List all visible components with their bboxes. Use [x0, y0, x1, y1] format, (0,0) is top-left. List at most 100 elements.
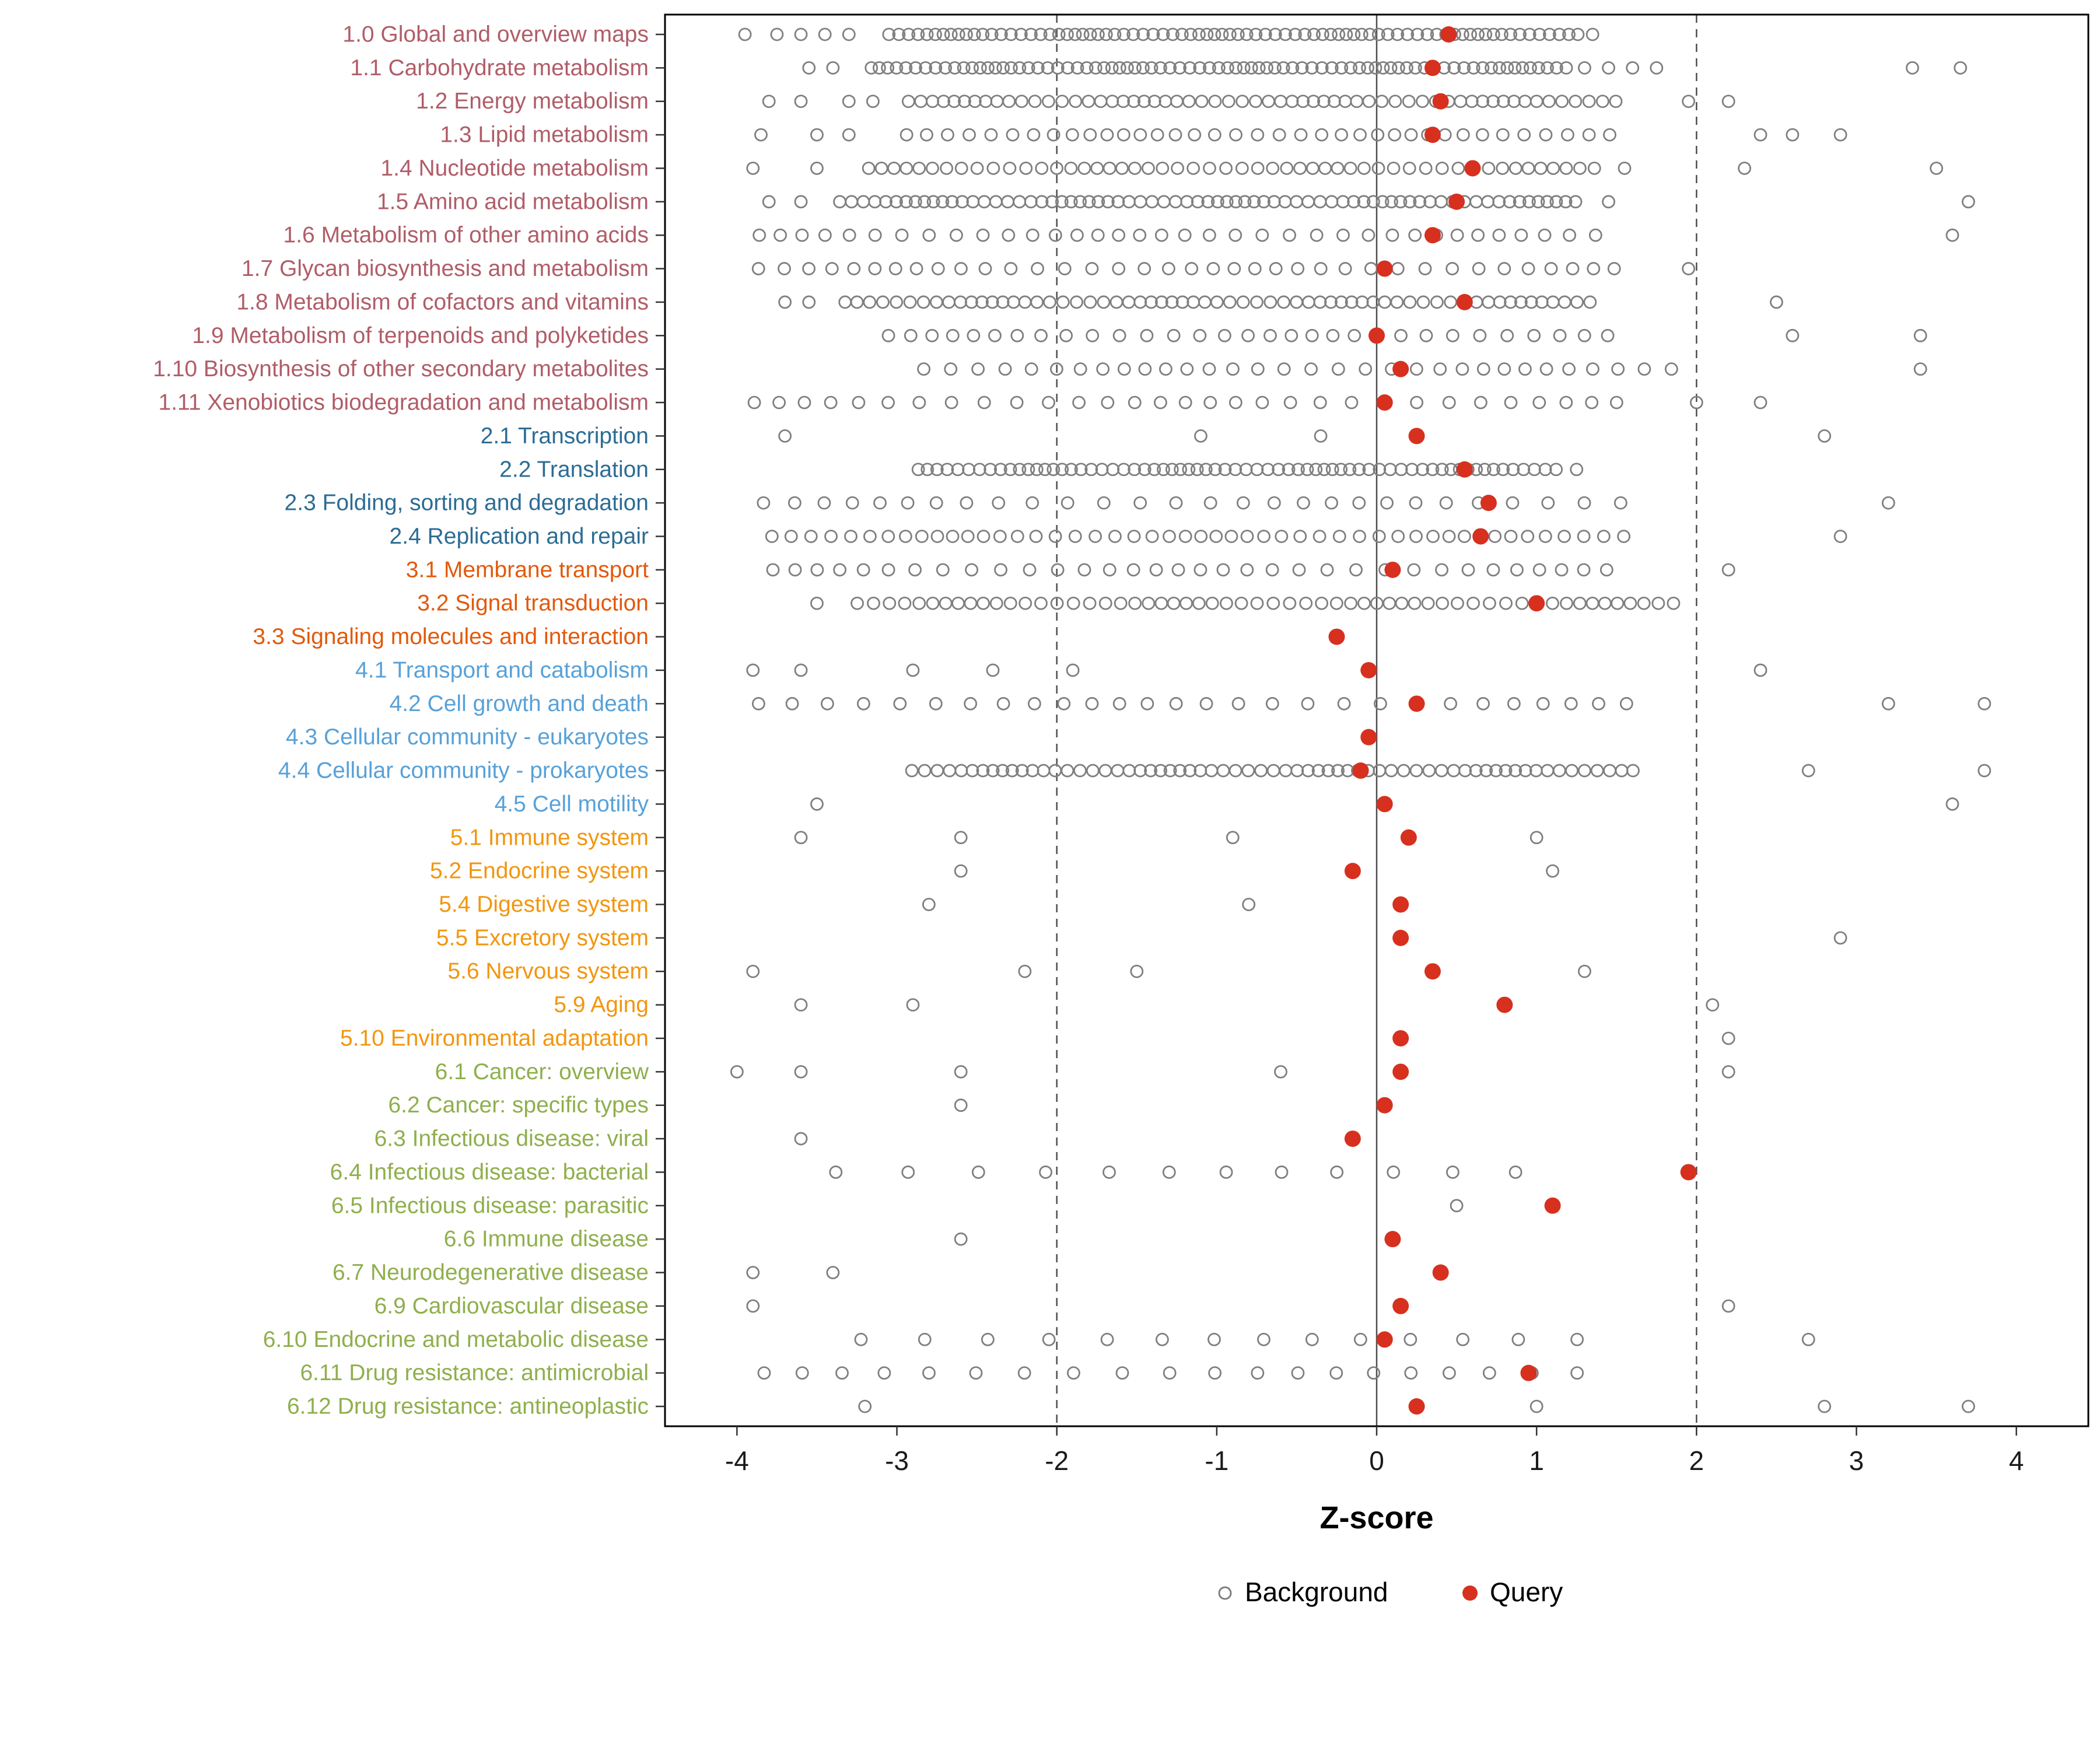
y-axis-label: 5.9 Aging: [554, 992, 649, 1017]
background-point: [1721, 1065, 1735, 1079]
background-point: [1562, 27, 1576, 41]
background-point: [954, 262, 968, 275]
query-point: [1408, 1398, 1425, 1415]
background-point: [1268, 27, 1282, 41]
background-point: [1376, 195, 1390, 209]
background-point: [1394, 463, 1408, 477]
query-point: [1384, 561, 1401, 578]
background-point: [1163, 764, 1177, 778]
background-point: [1380, 496, 1394, 510]
background-point: [1067, 1366, 1080, 1380]
query-points: [1328, 26, 1697, 1415]
background-point: [1288, 27, 1302, 41]
background-point: [1024, 362, 1038, 376]
background-point: [746, 1266, 760, 1279]
background-points: [730, 27, 1992, 1413]
background-point: [890, 295, 904, 309]
background-point: [1300, 463, 1314, 477]
background-point: [852, 396, 866, 410]
background-point: [1500, 328, 1514, 342]
background-point: [1241, 764, 1255, 778]
background-point: [1357, 195, 1371, 209]
background-point: [1115, 1366, 1129, 1380]
background-point: [1191, 195, 1205, 209]
background-point: [1220, 596, 1233, 610]
background-point: [1029, 530, 1043, 543]
background-point: [765, 530, 779, 543]
background-point: [1833, 931, 1847, 945]
background-point: [929, 27, 942, 41]
background-point: [1226, 831, 1240, 845]
background-point: [766, 563, 780, 577]
background-point: [993, 463, 1007, 477]
background-point: [1371, 162, 1385, 175]
background-point: [1283, 396, 1297, 410]
background-point: [957, 61, 971, 75]
background-point: [794, 663, 808, 677]
background-point: [1335, 128, 1348, 142]
background-point: [1532, 396, 1546, 410]
background-point: [1409, 530, 1423, 543]
background-point: [1530, 831, 1544, 845]
background-point: [802, 61, 816, 75]
background-point: [996, 764, 1010, 778]
background-point: [1560, 596, 1573, 610]
background-point: [1569, 94, 1583, 108]
background-point: [1367, 1366, 1381, 1380]
background-point: [1504, 27, 1517, 41]
background-point: [1138, 262, 1152, 275]
background-point: [1486, 27, 1500, 41]
background-point: [1913, 328, 1927, 342]
background-point: [1136, 27, 1150, 41]
background-point: [1324, 27, 1338, 41]
background-point: [842, 128, 856, 142]
background-point: [968, 94, 982, 108]
background-point: [1235, 162, 1249, 175]
background-point: [1978, 696, 1992, 710]
background-point: [1348, 328, 1362, 342]
background-point: [1421, 596, 1435, 610]
background-point: [1205, 596, 1219, 610]
background-point: [1497, 262, 1511, 275]
background-point: [1192, 596, 1206, 610]
background-point: [1451, 162, 1465, 175]
background-point: [1310, 228, 1324, 242]
background-point: [1578, 964, 1591, 978]
background-point: [996, 696, 1010, 710]
x-tick-label: -4: [725, 1446, 749, 1476]
background-point: [1133, 496, 1147, 510]
background-point: [1035, 195, 1049, 209]
background-point: [1018, 964, 1032, 978]
background-point: [1098, 596, 1112, 610]
x-tick-label: -2: [1045, 1446, 1069, 1476]
background-point: [1607, 262, 1621, 275]
background-point: [1195, 94, 1209, 108]
background-point: [1255, 396, 1269, 410]
background-point: [1182, 94, 1196, 108]
background-point: [1315, 27, 1329, 41]
background-point: [867, 596, 880, 610]
background-point: [1060, 61, 1074, 75]
background-point: [1298, 27, 1312, 41]
background-point: [1569, 195, 1583, 209]
background-point: [1237, 61, 1251, 75]
background-point: [1057, 696, 1071, 710]
background-point: [881, 396, 895, 410]
background-point: [1587, 262, 1601, 275]
background-point: [1066, 596, 1080, 610]
background-point: [1042, 396, 1055, 410]
query-point: [1376, 1331, 1393, 1348]
background-point: [1257, 530, 1270, 543]
background-point: [1307, 94, 1321, 108]
background-point: [1522, 195, 1536, 209]
background-point: [1086, 764, 1100, 778]
query-point: [1376, 260, 1393, 277]
background-point: [1048, 228, 1062, 242]
background-point: [1388, 94, 1402, 108]
background-point: [1409, 496, 1423, 510]
background-point: [1410, 396, 1424, 410]
background-point: [1013, 463, 1027, 477]
background-point: [1251, 1366, 1265, 1380]
background-point: [929, 696, 943, 710]
y-axis-label: 5.1 Immune system: [450, 825, 649, 850]
